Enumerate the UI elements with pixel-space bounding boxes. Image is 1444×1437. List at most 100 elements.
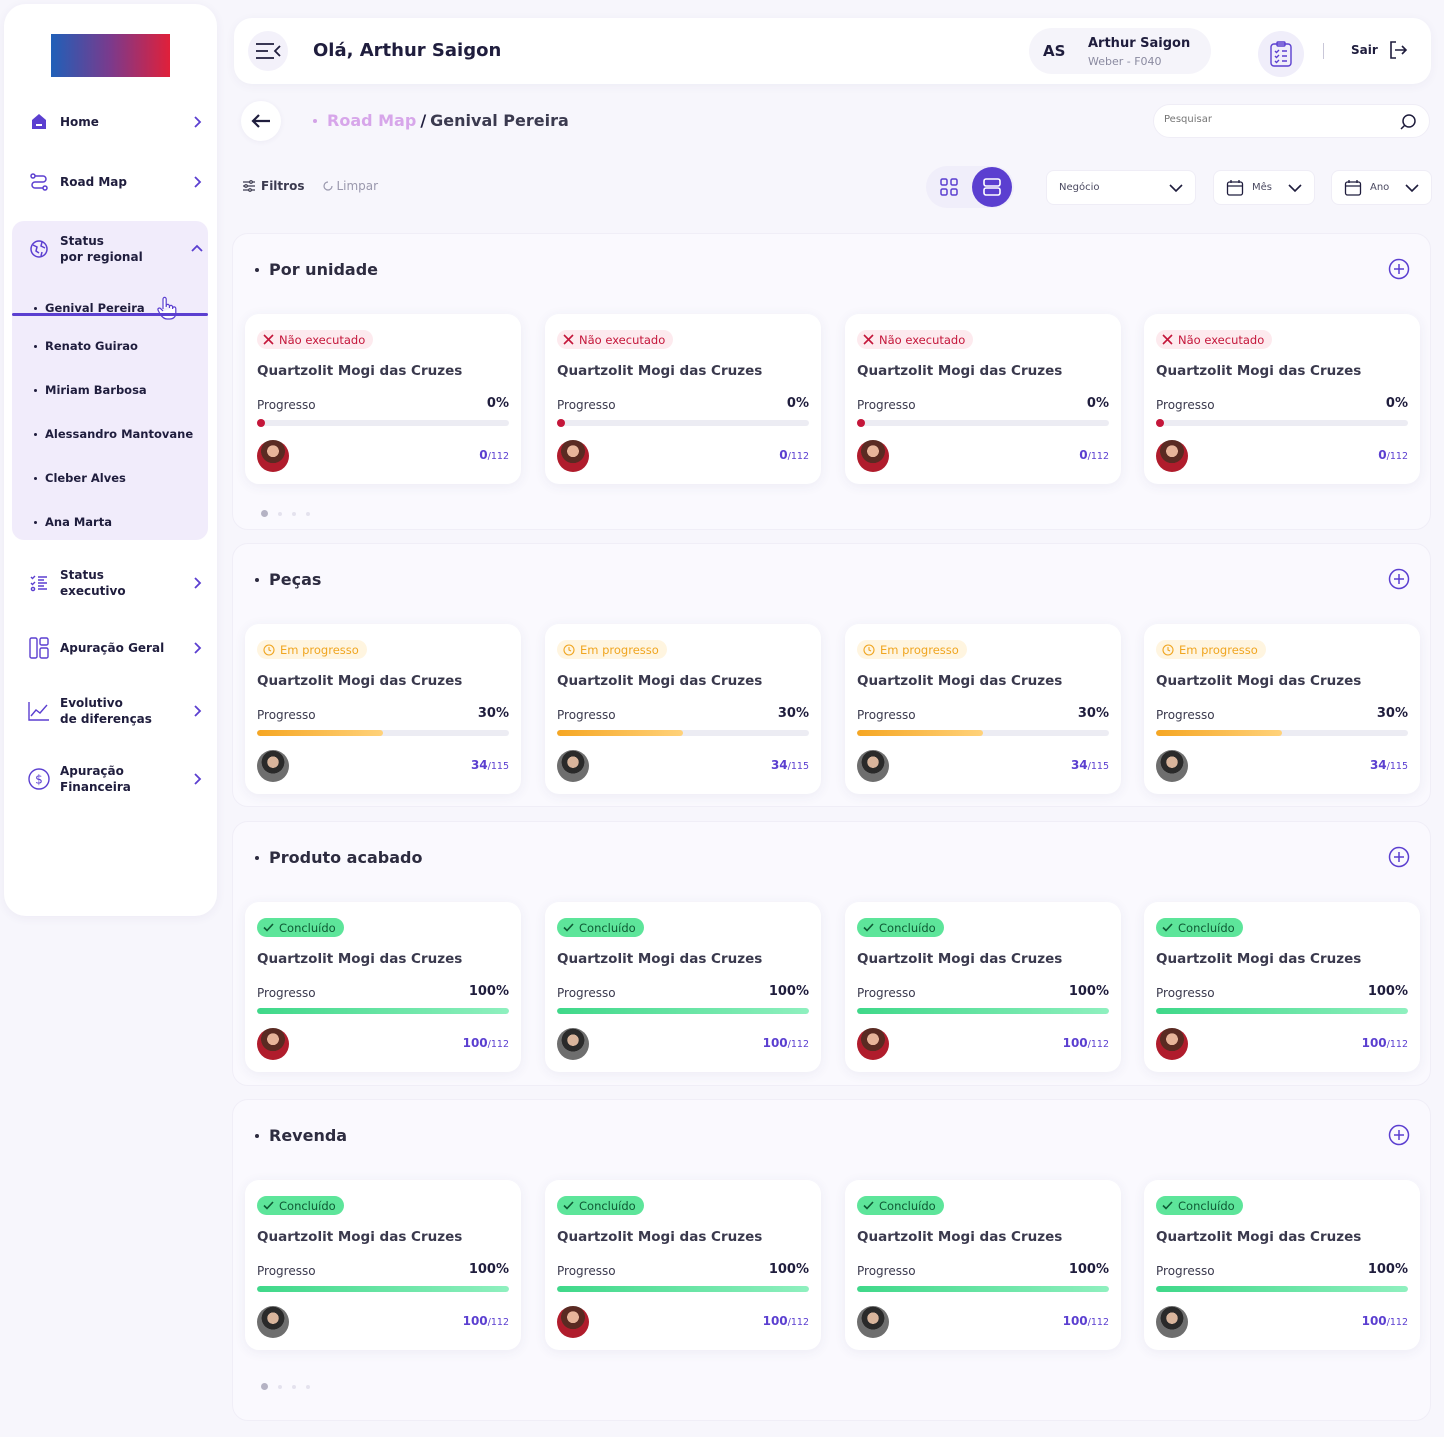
avatar[interactable]: [857, 1028, 889, 1060]
progress-label: Progresso: [857, 708, 916, 722]
unit-card[interactable]: Concluído Quartzolit Mogi das Cruzes Progr…: [1144, 902, 1420, 1072]
breadcrumb-link-road-map[interactable]: Road Map: [327, 111, 417, 130]
count-total: /112: [1386, 451, 1408, 462]
progress-percent: 100%: [468, 1262, 509, 1277]
avatar[interactable]: [1156, 1306, 1188, 1338]
avatar[interactable]: [557, 1306, 589, 1338]
sidebar-subitem-alessandro-mantovane[interactable]: Alessandro Mantovane: [34, 427, 193, 441]
menu-toggle-button[interactable]: [248, 31, 288, 71]
grid-icon: [940, 178, 958, 196]
card-title: Quartzolit Mogi das Cruzes: [1156, 673, 1362, 689]
status-badge: Concluído: [257, 1196, 344, 1215]
add-circle-icon[interactable]: [1388, 568, 1410, 590]
refresh-icon: [323, 181, 334, 191]
list-view-button[interactable]: [972, 167, 1012, 207]
unit-card[interactable]: Concluído Quartzolit Mogi das Cruzes Progr…: [245, 902, 521, 1072]
unit-card[interactable]: Concluído Quartzolit Mogi das Cruzes Progr…: [845, 1180, 1121, 1350]
count-done: 0: [479, 448, 488, 462]
page-dot[interactable]: [306, 511, 310, 516]
task-count: 34/115: [471, 758, 509, 772]
card-title: Quartzolit Mogi das Cruzes: [857, 363, 1063, 379]
add-circle-icon[interactable]: [1388, 1124, 1410, 1146]
avatar[interactable]: [857, 1306, 889, 1338]
avatar[interactable]: [1156, 1028, 1188, 1060]
progress-percent: 30%: [1376, 706, 1408, 721]
unit-card[interactable]: Em progresso Quartzolit Mogi das Cruzes Pr…: [1144, 624, 1420, 794]
avatar[interactable]: [857, 750, 889, 782]
status-badge: Não executado: [557, 330, 674, 349]
avatar[interactable]: [257, 440, 289, 472]
grid-view-button[interactable]: [932, 170, 966, 204]
progress-bar: [1156, 420, 1408, 426]
unit-card[interactable]: Não executado Quartzolit Mogi das Cruzes P…: [845, 314, 1121, 484]
check-icon: [563, 923, 574, 932]
unit-card[interactable]: Concluído Quartzolit Mogi das Cruzes Progr…: [845, 902, 1121, 1072]
business-select[interactable]: Negócio: [1046, 170, 1196, 205]
avatar[interactable]: [257, 1306, 289, 1338]
search-input[interactable]: [1164, 114, 1394, 125]
avatar[interactable]: [857, 440, 889, 472]
clear-filters-button[interactable]: Limpar: [322, 179, 378, 193]
avatar[interactable]: [557, 440, 589, 472]
avatar[interactable]: [1156, 440, 1188, 472]
task-count: 0/112: [479, 448, 509, 462]
avatar[interactable]: [1156, 750, 1188, 782]
unit-card[interactable]: Em progresso Quartzolit Mogi das Cruzes Pr…: [845, 624, 1121, 794]
sidebar-item-apuracao-geral[interactable]: Apuração Geral: [28, 637, 204, 659]
page-dot[interactable]: [278, 1384, 282, 1389]
page-dot[interactable]: [261, 1383, 268, 1390]
carousel-pagination: [261, 1383, 320, 1390]
month-select[interactable]: Mês: [1213, 170, 1315, 205]
add-circle-icon[interactable]: [1388, 846, 1410, 868]
unit-card[interactable]: Concluído Quartzolit Mogi das Cruzes Progr…: [245, 1180, 521, 1350]
filters-button[interactable]: Filtros: [242, 179, 304, 193]
search-icon[interactable]: [1399, 113, 1417, 131]
tasks-button[interactable]: [1258, 31, 1304, 77]
page-dot[interactable]: [278, 511, 282, 516]
sidebar-item-evolutivo[interactable]: Evolutivo de diferenças: [28, 695, 204, 727]
sidebar-subitem-miriam-barbosa[interactable]: Miriam Barbosa: [34, 383, 147, 397]
status-badge: Não executado: [857, 330, 974, 349]
unit-card[interactable]: Não executado Quartzolit Mogi das Cruzes P…: [1144, 314, 1420, 484]
sidebar-subitem-renato-guirao[interactable]: Renato Guirao: [34, 339, 138, 353]
avatar[interactable]: [557, 750, 589, 782]
avatar[interactable]: [557, 1028, 589, 1060]
sidebar-item-apuracao-financeira[interactable]: $ Apuração Financeira: [28, 763, 204, 795]
page-dot[interactable]: [261, 510, 268, 517]
unit-card[interactable]: Em progresso Quartzolit Mogi das Cruzes Pr…: [245, 624, 521, 794]
avatar[interactable]: [257, 1028, 289, 1060]
sidebar-subitem-cleber-alves[interactable]: Cleber Alves: [34, 471, 126, 485]
progress-percent: 100%: [1068, 984, 1109, 999]
page-dot[interactable]: [306, 1384, 310, 1389]
back-button[interactable]: [241, 101, 281, 141]
progress-bar: [257, 1286, 509, 1292]
avatar[interactable]: [257, 750, 289, 782]
unit-card[interactable]: Em progresso Quartzolit Mogi das Cruzes Pr…: [545, 624, 821, 794]
count-done: 34: [1369, 758, 1387, 772]
sidebar-item-status-regional[interactable]: Status por regional: [28, 233, 204, 265]
add-circle-icon[interactable]: [1388, 258, 1410, 280]
page-dot[interactable]: [292, 511, 296, 516]
task-count: 100/112: [1362, 1036, 1408, 1050]
page-dot[interactable]: [292, 1384, 296, 1389]
user-chip[interactable]: AS Arthur Saigon Weber - F040: [1029, 28, 1211, 74]
brand-logo[interactable]: [51, 34, 170, 77]
sidebar-item-status-executivo[interactable]: Status executivo: [28, 567, 204, 599]
sidebar-item-home[interactable]: Home: [28, 111, 204, 133]
task-count: 0/112: [1378, 448, 1408, 462]
year-select[interactable]: Ano: [1331, 170, 1432, 205]
unit-card[interactable]: Não executado Quartzolit Mogi das Cruzes P…: [245, 314, 521, 484]
sidebar-item-road-map[interactable]: Road Map: [28, 171, 204, 193]
count-total: /112: [487, 451, 509, 462]
unit-card[interactable]: Não executado Quartzolit Mogi das Cruzes P…: [545, 314, 821, 484]
sidebar-subitem-genival-pereira[interactable]: Genival Pereira: [34, 295, 179, 321]
sidebar-subitem-ana-marta[interactable]: Ana Marta: [34, 515, 112, 529]
progress-percent: 100%: [768, 1262, 809, 1277]
logout-button[interactable]: Sair: [1351, 40, 1408, 60]
unit-card[interactable]: Concluído Quartzolit Mogi das Cruzes Progr…: [1144, 1180, 1420, 1350]
progress-percent: 0%: [786, 396, 809, 411]
count-total: /112: [1386, 1039, 1408, 1050]
unit-card[interactable]: Concluído Quartzolit Mogi das Cruzes Progr…: [545, 902, 821, 1072]
card-title: Quartzolit Mogi das Cruzes: [557, 673, 763, 689]
unit-card[interactable]: Concluído Quartzolit Mogi das Cruzes Progr…: [545, 1180, 821, 1350]
